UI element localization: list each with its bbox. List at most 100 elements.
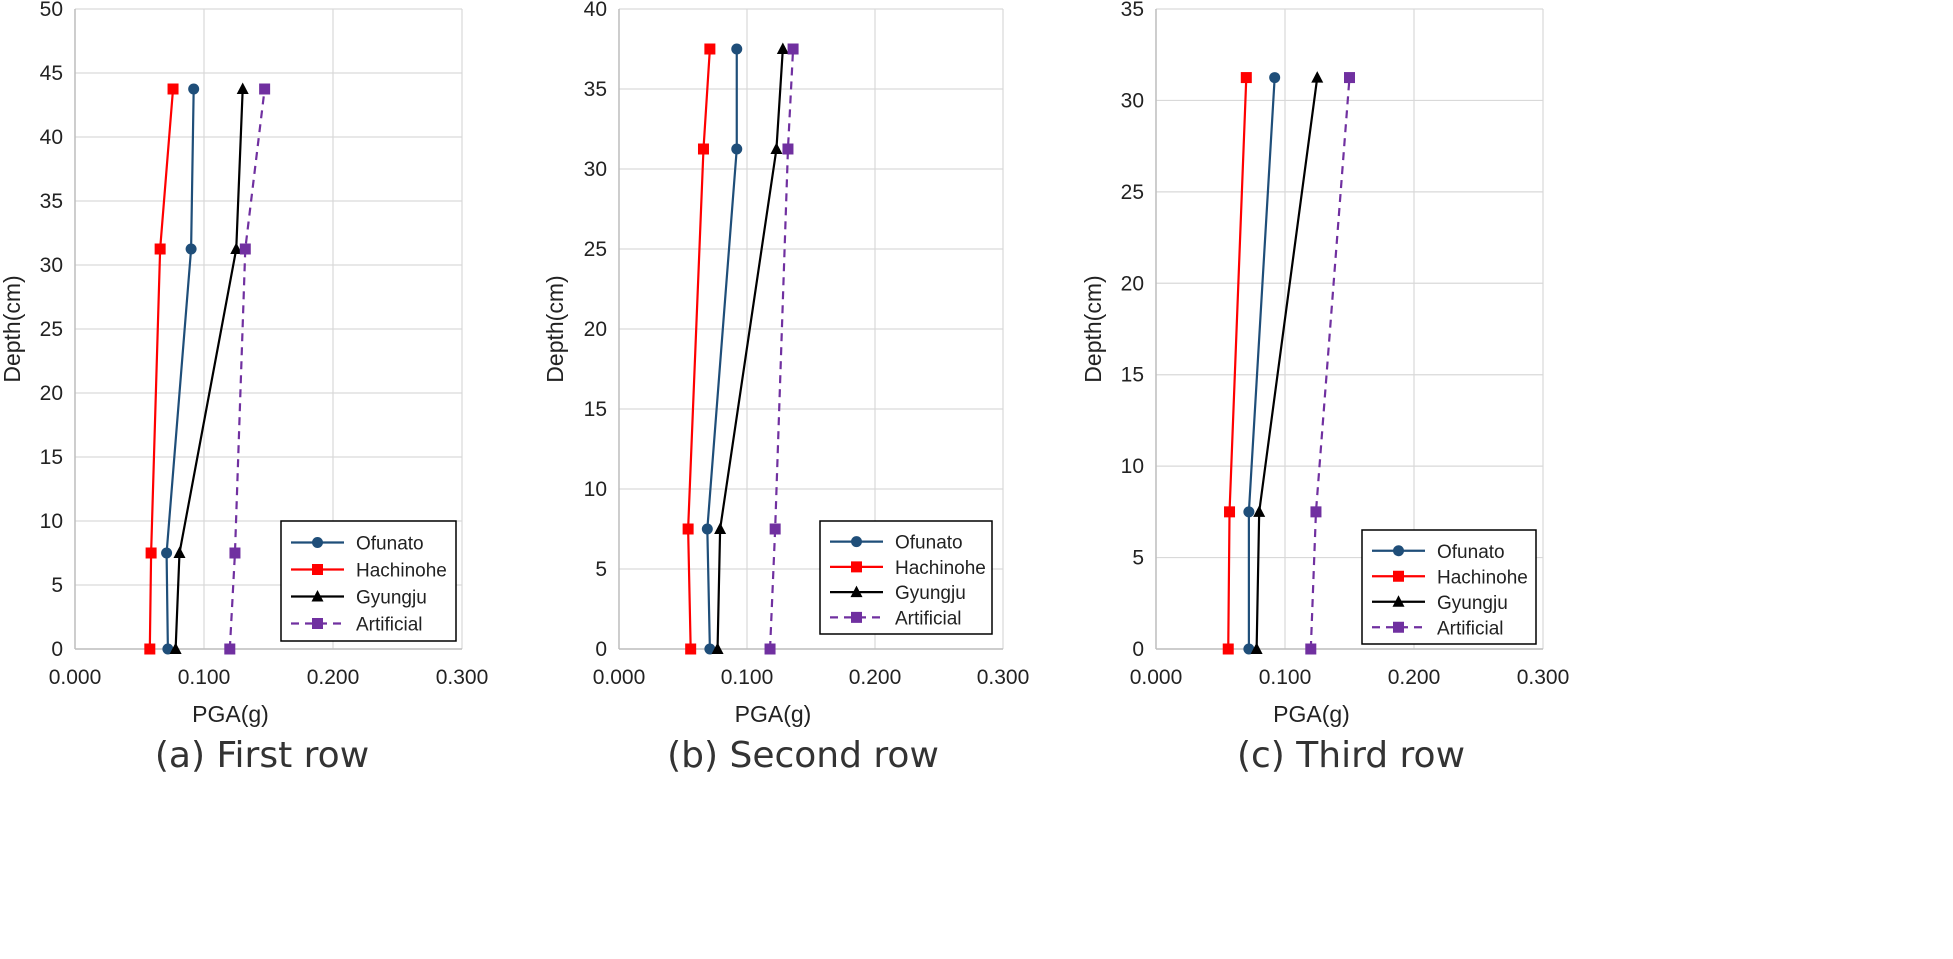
data-point bbox=[731, 43, 743, 55]
y-tick-label: 25 bbox=[584, 238, 607, 261]
y-axis-title: Depth(cm) bbox=[542, 275, 568, 382]
legend-marker bbox=[1393, 621, 1404, 633]
x-tick-label: 0.100 bbox=[721, 666, 774, 689]
legend-marker bbox=[312, 564, 323, 575]
panel-caption: (a) First row bbox=[155, 735, 369, 776]
y-tick-label: 10 bbox=[40, 510, 63, 533]
series-line bbox=[1255, 77, 1319, 650]
series-line bbox=[1309, 77, 1351, 650]
series-line bbox=[174, 88, 244, 650]
y-axis-title: Depth(cm) bbox=[0, 275, 25, 382]
x-tick-label: 0.200 bbox=[849, 666, 902, 689]
series-artificial bbox=[764, 43, 799, 655]
y-tick-label: 15 bbox=[40, 446, 63, 469]
legend: Ofunato Hachinohe Gyungju Artificial bbox=[1361, 529, 1537, 645]
data-point bbox=[714, 522, 727, 534]
legend: Ofunato Hachinohe Gyungju Artificial bbox=[280, 520, 457, 642]
y-tick-label: 0 bbox=[51, 638, 63, 661]
series-line bbox=[1227, 77, 1248, 650]
data-point bbox=[1240, 72, 1252, 84]
legend-label: Hachinohe bbox=[356, 561, 447, 582]
y-tick-label: 35 bbox=[1121, 0, 1144, 21]
legend-marker bbox=[311, 590, 324, 602]
y-tick-label: 30 bbox=[584, 158, 607, 181]
data-point bbox=[145, 547, 157, 559]
data-point bbox=[224, 643, 236, 655]
y-tick-label: 35 bbox=[40, 190, 63, 213]
legend-marker bbox=[850, 585, 863, 598]
legend-label: Artificial bbox=[1437, 618, 1504, 639]
series-ofunato bbox=[161, 83, 200, 655]
legend-label: Ofunato bbox=[356, 534, 424, 555]
legend-box bbox=[1361, 529, 1537, 645]
data-point bbox=[1311, 71, 1324, 83]
data-point bbox=[697, 143, 709, 155]
series-line bbox=[768, 48, 795, 650]
x-axis-title: PGA(g) bbox=[192, 701, 269, 727]
y-tick-label: 0 bbox=[1132, 638, 1144, 661]
y-tick-label: 15 bbox=[1121, 364, 1144, 387]
legend-label: Ofunato bbox=[895, 533, 963, 554]
data-point bbox=[1243, 643, 1255, 655]
x-tick-label: 0.000 bbox=[593, 666, 646, 689]
series-hachinohe bbox=[1222, 72, 1252, 655]
y-tick-label: 25 bbox=[40, 318, 63, 341]
x-tick-label: 0.000 bbox=[49, 666, 102, 689]
chart-panel-1: 0 5 10 15 20 25 30 35 40 45 50 0.000 0.100 0.200 0.300… bbox=[0, 0, 488, 776]
data-point bbox=[169, 642, 182, 654]
x-tick-label: 0.300 bbox=[436, 666, 489, 689]
data-point bbox=[704, 43, 716, 55]
y-tick-label: 25 bbox=[1121, 181, 1144, 204]
legend-marker bbox=[851, 561, 862, 573]
data-point bbox=[782, 143, 794, 155]
legend-marker bbox=[1393, 570, 1404, 582]
data-point bbox=[167, 83, 179, 95]
data-point bbox=[776, 42, 789, 54]
y-axis-title: Depth(cm) bbox=[1080, 275, 1106, 382]
y-tick-label: 40 bbox=[40, 126, 63, 149]
data-point bbox=[711, 642, 724, 654]
x-tick-label: 0.100 bbox=[178, 666, 231, 689]
x-tick-label: 0.300 bbox=[1517, 666, 1570, 689]
data-point bbox=[704, 643, 716, 655]
series-line bbox=[716, 48, 784, 650]
data-point bbox=[1222, 643, 1234, 655]
y-tick-label: 10 bbox=[584, 478, 607, 501]
data-point bbox=[229, 547, 241, 559]
x-tick-label: 0.200 bbox=[307, 666, 360, 689]
legend-label: Artificial bbox=[356, 615, 423, 636]
series-hachinohe bbox=[682, 43, 716, 655]
data-point bbox=[701, 523, 713, 535]
panel-caption: (c) Third row bbox=[1237, 735, 1465, 776]
data-point bbox=[1344, 72, 1355, 84]
y-tick-label: 5 bbox=[1132, 547, 1144, 570]
y-tick-label: 40 bbox=[584, 0, 607, 21]
y-tick-label: 50 bbox=[40, 0, 63, 21]
series-gyungju bbox=[169, 82, 249, 654]
panel-caption: (b) Second row bbox=[667, 735, 939, 776]
legend-label: Artificial bbox=[895, 608, 962, 629]
data-point bbox=[1250, 642, 1263, 654]
x-tick-label: 0.100 bbox=[1259, 666, 1312, 689]
data-point bbox=[1269, 72, 1281, 84]
legend-marker bbox=[851, 536, 862, 548]
legend-label: Gyungju bbox=[1437, 593, 1508, 614]
data-point bbox=[731, 143, 743, 155]
y-tick-label: 45 bbox=[40, 62, 63, 85]
data-point bbox=[230, 242, 243, 254]
chart-panel-3: 0 5 10 15 20 25 30 35 0.000 0.100 0.200 0.300 PGA(g)… bbox=[1080, 0, 1569, 776]
data-point bbox=[185, 243, 197, 255]
legend-box bbox=[280, 520, 457, 642]
y-tick-label: 20 bbox=[1121, 272, 1144, 295]
legend-label: Hachinohe bbox=[1437, 567, 1528, 588]
y-tick-label: 10 bbox=[1121, 455, 1144, 478]
data-point bbox=[685, 643, 697, 655]
series-hachinohe bbox=[144, 83, 179, 655]
y-tick-label: 15 bbox=[584, 398, 607, 421]
chart-panel-2: 0 5 10 15 20 25 30 35 40 0.000 0.100 0.200 0.300 PGA(… bbox=[542, 0, 1029, 776]
legend-label: Hachinohe bbox=[895, 558, 986, 579]
data-point bbox=[770, 142, 783, 154]
legend-marker bbox=[1392, 595, 1405, 607]
x-axis-title: PGA(g) bbox=[1273, 701, 1350, 727]
